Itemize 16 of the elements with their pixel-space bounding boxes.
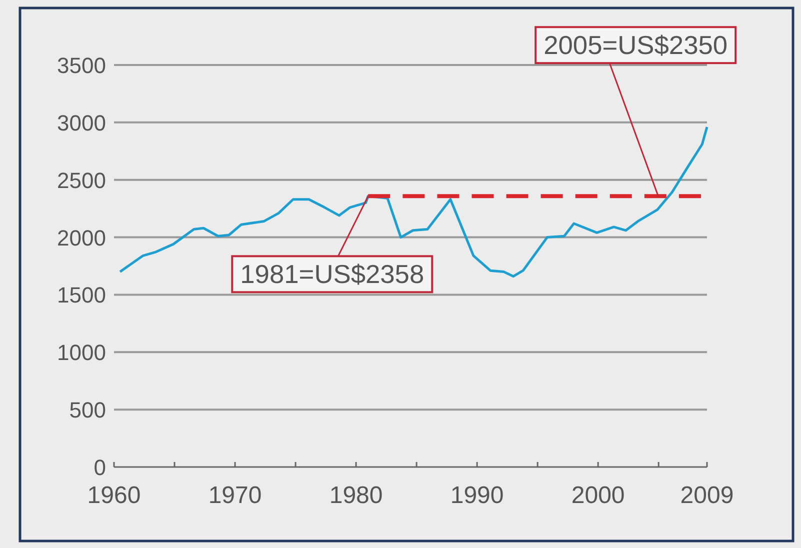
x-tick-label: 2009 [680, 482, 734, 509]
y-tick-label: 2000 [57, 225, 106, 250]
x-tick-label: 1980 [329, 482, 383, 509]
y-tick-label: 3000 [57, 110, 106, 136]
y-tick-label: 2500 [57, 168, 106, 193]
x-tick-label: 1960 [87, 482, 141, 509]
y-tick-label: 0 [94, 455, 106, 480]
y-tick-label: 3500 [57, 53, 106, 78]
y-tick-label: 1500 [57, 282, 106, 308]
annotation: 1981=US$2358 [240, 259, 424, 290]
y-tick-label: 500 [69, 398, 106, 423]
annotation: 2005=US$2350 [544, 30, 728, 60]
x-tick-label: 1990 [450, 482, 504, 509]
x-tick-label: 1970 [208, 482, 262, 509]
x-tick-label: 2000 [571, 482, 625, 509]
y-tick-label: 1000 [57, 340, 106, 366]
